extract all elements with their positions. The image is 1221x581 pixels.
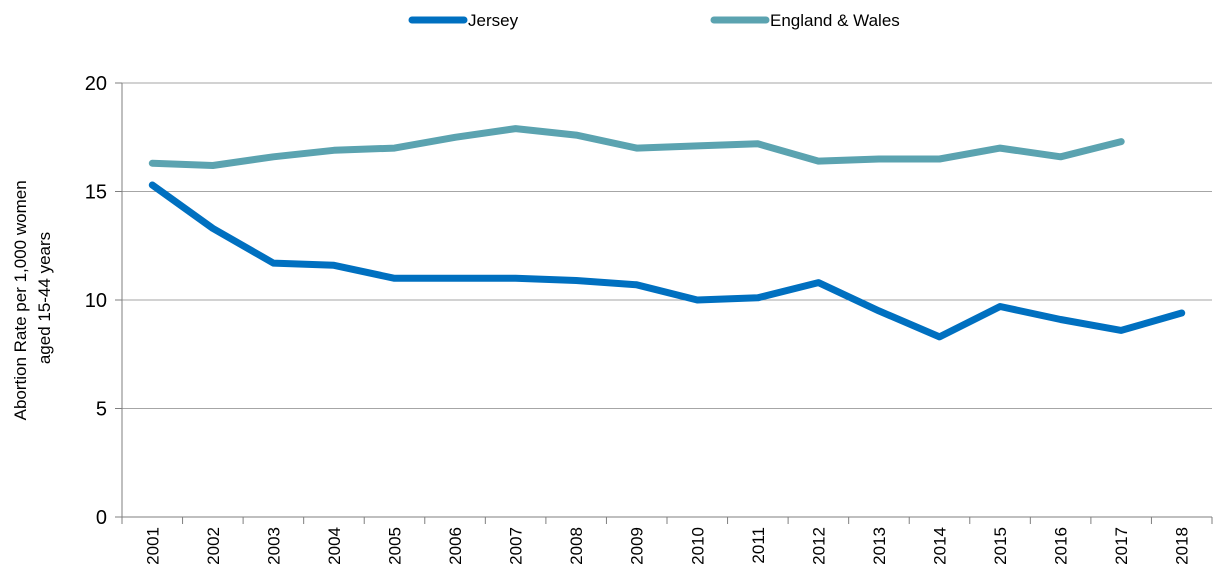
y-axis-label-line-2: aged 15-44 years	[35, 232, 54, 364]
x-tick-label: 2014	[931, 527, 950, 565]
x-tick-label: 2017	[1112, 527, 1131, 565]
legend-label: England & Wales	[770, 11, 900, 30]
x-tick-label: 2004	[325, 527, 344, 565]
x-tick-label: 2001	[143, 527, 162, 565]
x-tick-label: 2011	[749, 527, 768, 564]
x-tick-label: 2009	[628, 527, 647, 565]
x-tick-label: 2005	[386, 527, 405, 565]
x-tick-label: 2015	[991, 527, 1010, 565]
y-axis-ticks: 0 5 10 15 20	[85, 73, 122, 529]
x-tick-label: 2013	[870, 527, 889, 565]
x-tick-label: 2002	[204, 527, 223, 565]
x-tick-label: 2006	[446, 527, 465, 565]
y-axis-label: Abortion Rate per 1,000 women aged 15-44…	[11, 176, 54, 421]
series-line-england-wales	[148, 125, 1125, 169]
series-lines	[148, 125, 1186, 341]
series-line-jersey	[148, 181, 1186, 341]
legend-item: Jersey	[408, 11, 519, 30]
x-tick-label: 2008	[567, 527, 586, 565]
legend-label: Jersey	[468, 11, 519, 30]
x-tick-label: 2018	[1173, 527, 1192, 565]
legend: Jersey England & Wales	[408, 11, 900, 30]
x-tick-label: 2003	[264, 527, 283, 565]
y-tick-label: 10	[85, 290, 107, 312]
x-tick-label: 2016	[1052, 527, 1071, 565]
y-tick-label: 5	[96, 399, 107, 421]
gridlines	[122, 82, 1212, 409]
y-tick-label: 20	[85, 73, 107, 95]
x-tick-label: 2007	[507, 527, 526, 565]
x-axis-ticks: 2001 2002 2003 2004 2005 2006 2007 2008 2009 2010…	[121, 517, 1213, 565]
y-tick-label: 15	[85, 182, 107, 204]
y-tick-label: 0	[96, 507, 107, 529]
y-axis-label-line-1: Abortion Rate per 1,000 women	[11, 180, 30, 420]
legend-item: England & Wales	[710, 11, 900, 30]
x-tick-label: 2012	[809, 527, 828, 565]
x-tick-label: 2010	[688, 527, 707, 565]
